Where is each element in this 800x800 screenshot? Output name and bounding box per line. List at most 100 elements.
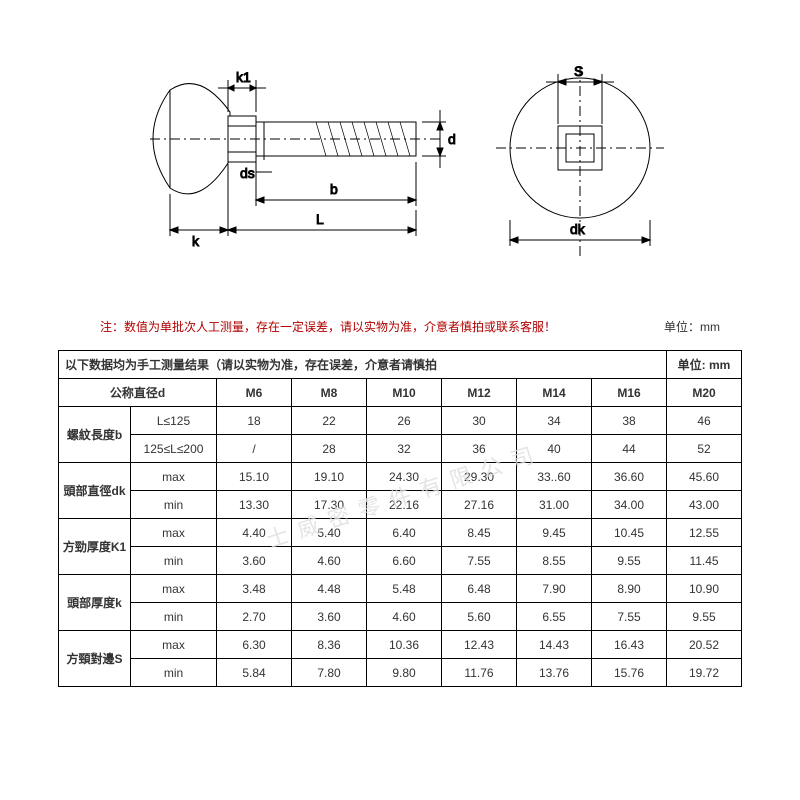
- table-row: 方勁厚度K1max4.405.406.408.459.4510.4512.55: [59, 519, 742, 547]
- value-cell: 33..60: [517, 463, 592, 491]
- table-row: min2.703.604.605.606.557.559.55: [59, 603, 742, 631]
- value-cell: 9.80: [367, 659, 442, 687]
- value-cell: 18: [217, 407, 292, 435]
- value-cell: 11.76: [442, 659, 517, 687]
- size-cell: M8: [292, 379, 367, 407]
- value-cell: 46: [667, 407, 742, 435]
- label-dk: dk: [570, 221, 586, 237]
- label-d: d: [448, 131, 456, 147]
- value-cell: 4.40: [217, 519, 292, 547]
- table-row: min5.847.809.8011.7613.7615.7619.72: [59, 659, 742, 687]
- row-label: 125≤L≤200: [131, 435, 217, 463]
- label-L: L: [316, 211, 324, 227]
- table-row: 頭部直徑dkmax15.1019.1024.3029.3033..6036.60…: [59, 463, 742, 491]
- value-cell: 14.43: [517, 631, 592, 659]
- row-label: min: [131, 491, 217, 519]
- value-cell: 30: [442, 407, 517, 435]
- value-cell: 6.30: [217, 631, 292, 659]
- value-cell: 32: [367, 435, 442, 463]
- size-cell: M14: [517, 379, 592, 407]
- row-label: min: [131, 547, 217, 575]
- row-label: max: [131, 519, 217, 547]
- value-cell: 8.36: [292, 631, 367, 659]
- size-cell: M16: [592, 379, 667, 407]
- note-row: 注：数值为单批次人工测量，存在一定误差，请以实物为准，介意者慎拍或联系客服！ 单…: [100, 318, 720, 335]
- value-cell: 5.40: [292, 519, 367, 547]
- value-cell: 9.55: [592, 547, 667, 575]
- value-cell: 22.16: [367, 491, 442, 519]
- value-cell: 4.60: [292, 547, 367, 575]
- row-label: min: [131, 659, 217, 687]
- value-cell: 29.30: [442, 463, 517, 491]
- value-cell: 5.60: [442, 603, 517, 631]
- value-cell: 7.55: [442, 547, 517, 575]
- value-cell: 19.10: [292, 463, 367, 491]
- label-b: b: [330, 181, 338, 197]
- value-cell: 5.48: [367, 575, 442, 603]
- value-cell: 36: [442, 435, 517, 463]
- value-cell: 12.43: [442, 631, 517, 659]
- col-label: 公称直径d: [59, 379, 217, 407]
- value-cell: 16.43: [592, 631, 667, 659]
- group-name: 頭部厚度k: [59, 575, 131, 631]
- table-header-row: 以下数据均为手工测量结果（请以实物为准，存在误差，介意者请慎拍 单位: mm: [59, 351, 742, 379]
- table-row: min3.604.606.607.558.559.5511.45: [59, 547, 742, 575]
- spec-table: 以下数据均为手工测量结果（请以实物为准，存在误差，介意者请慎拍 单位: mm 公…: [58, 350, 742, 687]
- size-cell: M6: [217, 379, 292, 407]
- row-label: max: [131, 463, 217, 491]
- row-label: max: [131, 631, 217, 659]
- note-unit: 单位：mm: [664, 318, 720, 335]
- row-label: min: [131, 603, 217, 631]
- value-cell: 7.90: [517, 575, 592, 603]
- size-cell: M12: [442, 379, 517, 407]
- value-cell: 3.60: [292, 603, 367, 631]
- value-cell: 43.00: [667, 491, 742, 519]
- group-name: 螺紋長度b: [59, 407, 131, 463]
- note-body: 数值为单批次人工测量，存在一定误差，请以实物为准，介意者慎拍或联系客服！: [124, 320, 556, 334]
- spec-table-wrap: 以下数据均为手工测量结果（请以实物为准，存在误差，介意者请慎拍 单位: mm 公…: [58, 350, 742, 687]
- value-cell: 13.30: [217, 491, 292, 519]
- table-row: 方頸對邊Smax6.308.3610.3612.4314.4316.4320.5…: [59, 631, 742, 659]
- group-name: 方勁厚度K1: [59, 519, 131, 575]
- value-cell: 19.72: [667, 659, 742, 687]
- value-cell: 3.48: [217, 575, 292, 603]
- row-label: L≤125: [131, 407, 217, 435]
- value-cell: 3.60: [217, 547, 292, 575]
- value-cell: 9.55: [667, 603, 742, 631]
- unit-label: 单位：: [664, 320, 700, 334]
- value-cell: 6.48: [442, 575, 517, 603]
- size-cell: M20: [667, 379, 742, 407]
- value-cell: 7.80: [292, 659, 367, 687]
- table-header-unit: 单位: mm: [667, 351, 742, 379]
- value-cell: 10.45: [592, 519, 667, 547]
- value-cell: 15.10: [217, 463, 292, 491]
- value-cell: 9.45: [517, 519, 592, 547]
- value-cell: 13.76: [517, 659, 592, 687]
- value-cell: 52: [667, 435, 742, 463]
- value-cell: 31.00: [517, 491, 592, 519]
- value-cell: 10.90: [667, 575, 742, 603]
- label-S: S: [574, 63, 583, 79]
- table-row: 125≤L≤200/283236404452: [59, 435, 742, 463]
- value-cell: 20.52: [667, 631, 742, 659]
- value-cell: 8.45: [442, 519, 517, 547]
- size-cell: M10: [367, 379, 442, 407]
- label-k: k: [192, 233, 200, 249]
- value-cell: 34: [517, 407, 592, 435]
- value-cell: 8.90: [592, 575, 667, 603]
- unit-value: mm: [700, 320, 720, 334]
- value-cell: 36.60: [592, 463, 667, 491]
- table-sizes-row: 公称直径d M6 M8 M10 M12 M14 M16 M20: [59, 379, 742, 407]
- value-cell: 12.55: [667, 519, 742, 547]
- value-cell: 24.30: [367, 463, 442, 491]
- label-k1: k1: [236, 69, 251, 85]
- value-cell: 6.40: [367, 519, 442, 547]
- table-row: 頭部厚度kmax3.484.485.486.487.908.9010.90: [59, 575, 742, 603]
- bolt-diagram: k1 ds b L: [100, 60, 700, 300]
- table-row: 螺紋長度bL≤12518222630343846: [59, 407, 742, 435]
- page-canvas: k1 ds b L: [0, 0, 800, 800]
- group-name: 方頸對邊S: [59, 631, 131, 687]
- value-cell: /: [217, 435, 292, 463]
- group-name: 頭部直徑dk: [59, 463, 131, 519]
- note-text: 注：数值为单批次人工测量，存在一定误差，请以实物为准，介意者慎拍或联系客服！: [100, 318, 556, 335]
